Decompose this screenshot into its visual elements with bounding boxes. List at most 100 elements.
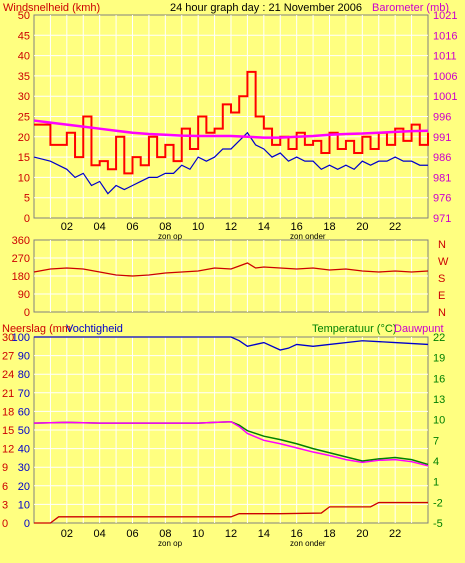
x-tick-label: 06 [126,528,138,540]
series-line-humidity-0 [34,336,429,351]
y-tick-direction: 180 [12,271,30,283]
y-tick-direction: 0 [24,307,30,319]
x-tick-label: 06 [126,221,138,233]
y-tick-wind: 15 [18,152,30,164]
y-tick-barometer: 1021 [433,10,457,22]
series-line-barometer [33,119,429,139]
y-tick-humidity: 30 [18,462,30,474]
y-tick-wind: 0 [24,213,30,225]
compass-label: N [438,239,446,251]
x-tick-label: 22 [389,528,401,540]
y-tick-temperature: -5 [433,518,443,530]
compass-label: N [438,307,446,319]
chart-title: 24 hour graph day : 21 November 2006 [170,2,362,14]
y-tick-temperature: 13 [433,394,445,406]
y-tick-barometer: 1011 [433,51,457,63]
direction-series [33,262,429,277]
humidity-grid [34,337,428,523]
y-tick-rain: 30 [2,332,14,344]
y-tick-wind: 35 [18,71,30,83]
y-tick-rain: 12 [2,444,14,456]
barometer-title: Barometer (mb) [372,2,449,14]
x-tick-label: 08 [159,221,171,233]
y-tick-temperature: 10 [433,415,445,427]
y-tick-rain: 24 [2,369,14,381]
x-tick-label: 18 [323,221,335,233]
y-tick-temperature: 7 [433,435,439,447]
y-tick-rain: 0 [2,518,8,530]
x-tick-label: 18 [323,528,335,540]
y-tick-rain: 18 [2,406,14,418]
y-tick-barometer: 1016 [433,30,457,42]
y-tick-humidity: 90 [18,351,30,363]
sunset-label-2: zon onder [290,539,326,548]
y-tick-rain: 27 [2,351,14,363]
y-tick-wind: 45 [18,30,30,42]
y-tick-rain: 3 [2,499,8,511]
y-tick-humidity: 20 [18,481,30,493]
y-tick-direction: 90 [18,289,30,301]
x-tick-label: 08 [159,528,171,540]
y-tick-barometer: 986 [433,152,451,164]
sunset-label-1: zon onder [290,232,326,241]
x-tick-label: 12 [225,528,237,540]
y-tick-humidity: 100 [12,332,30,344]
y-tick-direction: 270 [12,253,30,265]
compass-label: W [438,256,449,268]
y-tick-wind: 10 [18,172,30,184]
y-tick-barometer: 1001 [433,91,457,103]
x-tick-label: 16 [291,221,303,233]
y-tick-barometer: 971 [433,213,451,225]
wind-series [33,70,429,195]
axis-ticks: 0510152025303540455097197698198699199610… [2,10,457,540]
x-tick-label: 16 [291,528,303,540]
x-tick-label: 20 [356,528,368,540]
y-tick-temperature: -2 [433,497,443,509]
y-tick-barometer: 1006 [433,71,457,83]
x-tick-label: 02 [61,528,73,540]
y-tick-humidity: 0 [24,518,30,530]
y-tick-wind: 20 [18,132,30,144]
series-line-temp-2 [33,420,429,467]
y-tick-barometer: 976 [433,193,451,205]
direction-grid [34,240,428,312]
sunrise-label-2: zon op [158,539,183,548]
y-tick-temperature: 16 [433,373,445,385]
wind-grid [34,15,428,218]
y-tick-humidity: 40 [18,444,30,456]
y-tick-rain: 9 [2,462,8,474]
y-tick-temperature: 22 [433,332,445,344]
x-tick-label: 14 [258,221,270,233]
humidity-label: Vochtigheid [66,323,123,335]
series-line-rain-3 [34,501,428,524]
x-tick-label: 02 [61,221,73,233]
humidity-series [33,336,429,524]
y-tick-rain: 15 [2,425,14,437]
series-line-wind-gust [34,70,429,175]
y-tick-barometer: 991 [433,132,451,144]
y-tick-wind: 40 [18,51,30,63]
x-tick-label: 14 [258,528,270,540]
y-tick-wind: 30 [18,91,30,103]
x-tick-label: 12 [225,221,237,233]
y-tick-humidity: 50 [18,425,30,437]
wind-speed-title: Windsnelheid (kmh) [3,2,100,14]
y-tick-temperature: 4 [433,456,439,468]
x-tick-label: 04 [94,528,106,540]
y-tick-wind: 5 [24,193,30,205]
y-tick-humidity: 60 [18,406,30,418]
y-tick-humidity: 70 [18,388,30,400]
y-tick-barometer: 996 [433,112,451,124]
series-line-wind-avg [33,131,428,195]
compass-label: S [438,273,445,285]
compass-label: E [438,290,445,302]
y-tick-wind: 25 [18,112,30,124]
y-tick-humidity: 10 [18,499,30,511]
rain-label: Neerslag (mm [2,323,71,335]
y-tick-temperature: 1 [433,477,439,489]
x-tick-label: 10 [192,221,204,233]
y-tick-humidity: 80 [18,369,30,381]
y-tick-rain: 6 [2,481,8,493]
x-tick-label: 22 [389,221,401,233]
